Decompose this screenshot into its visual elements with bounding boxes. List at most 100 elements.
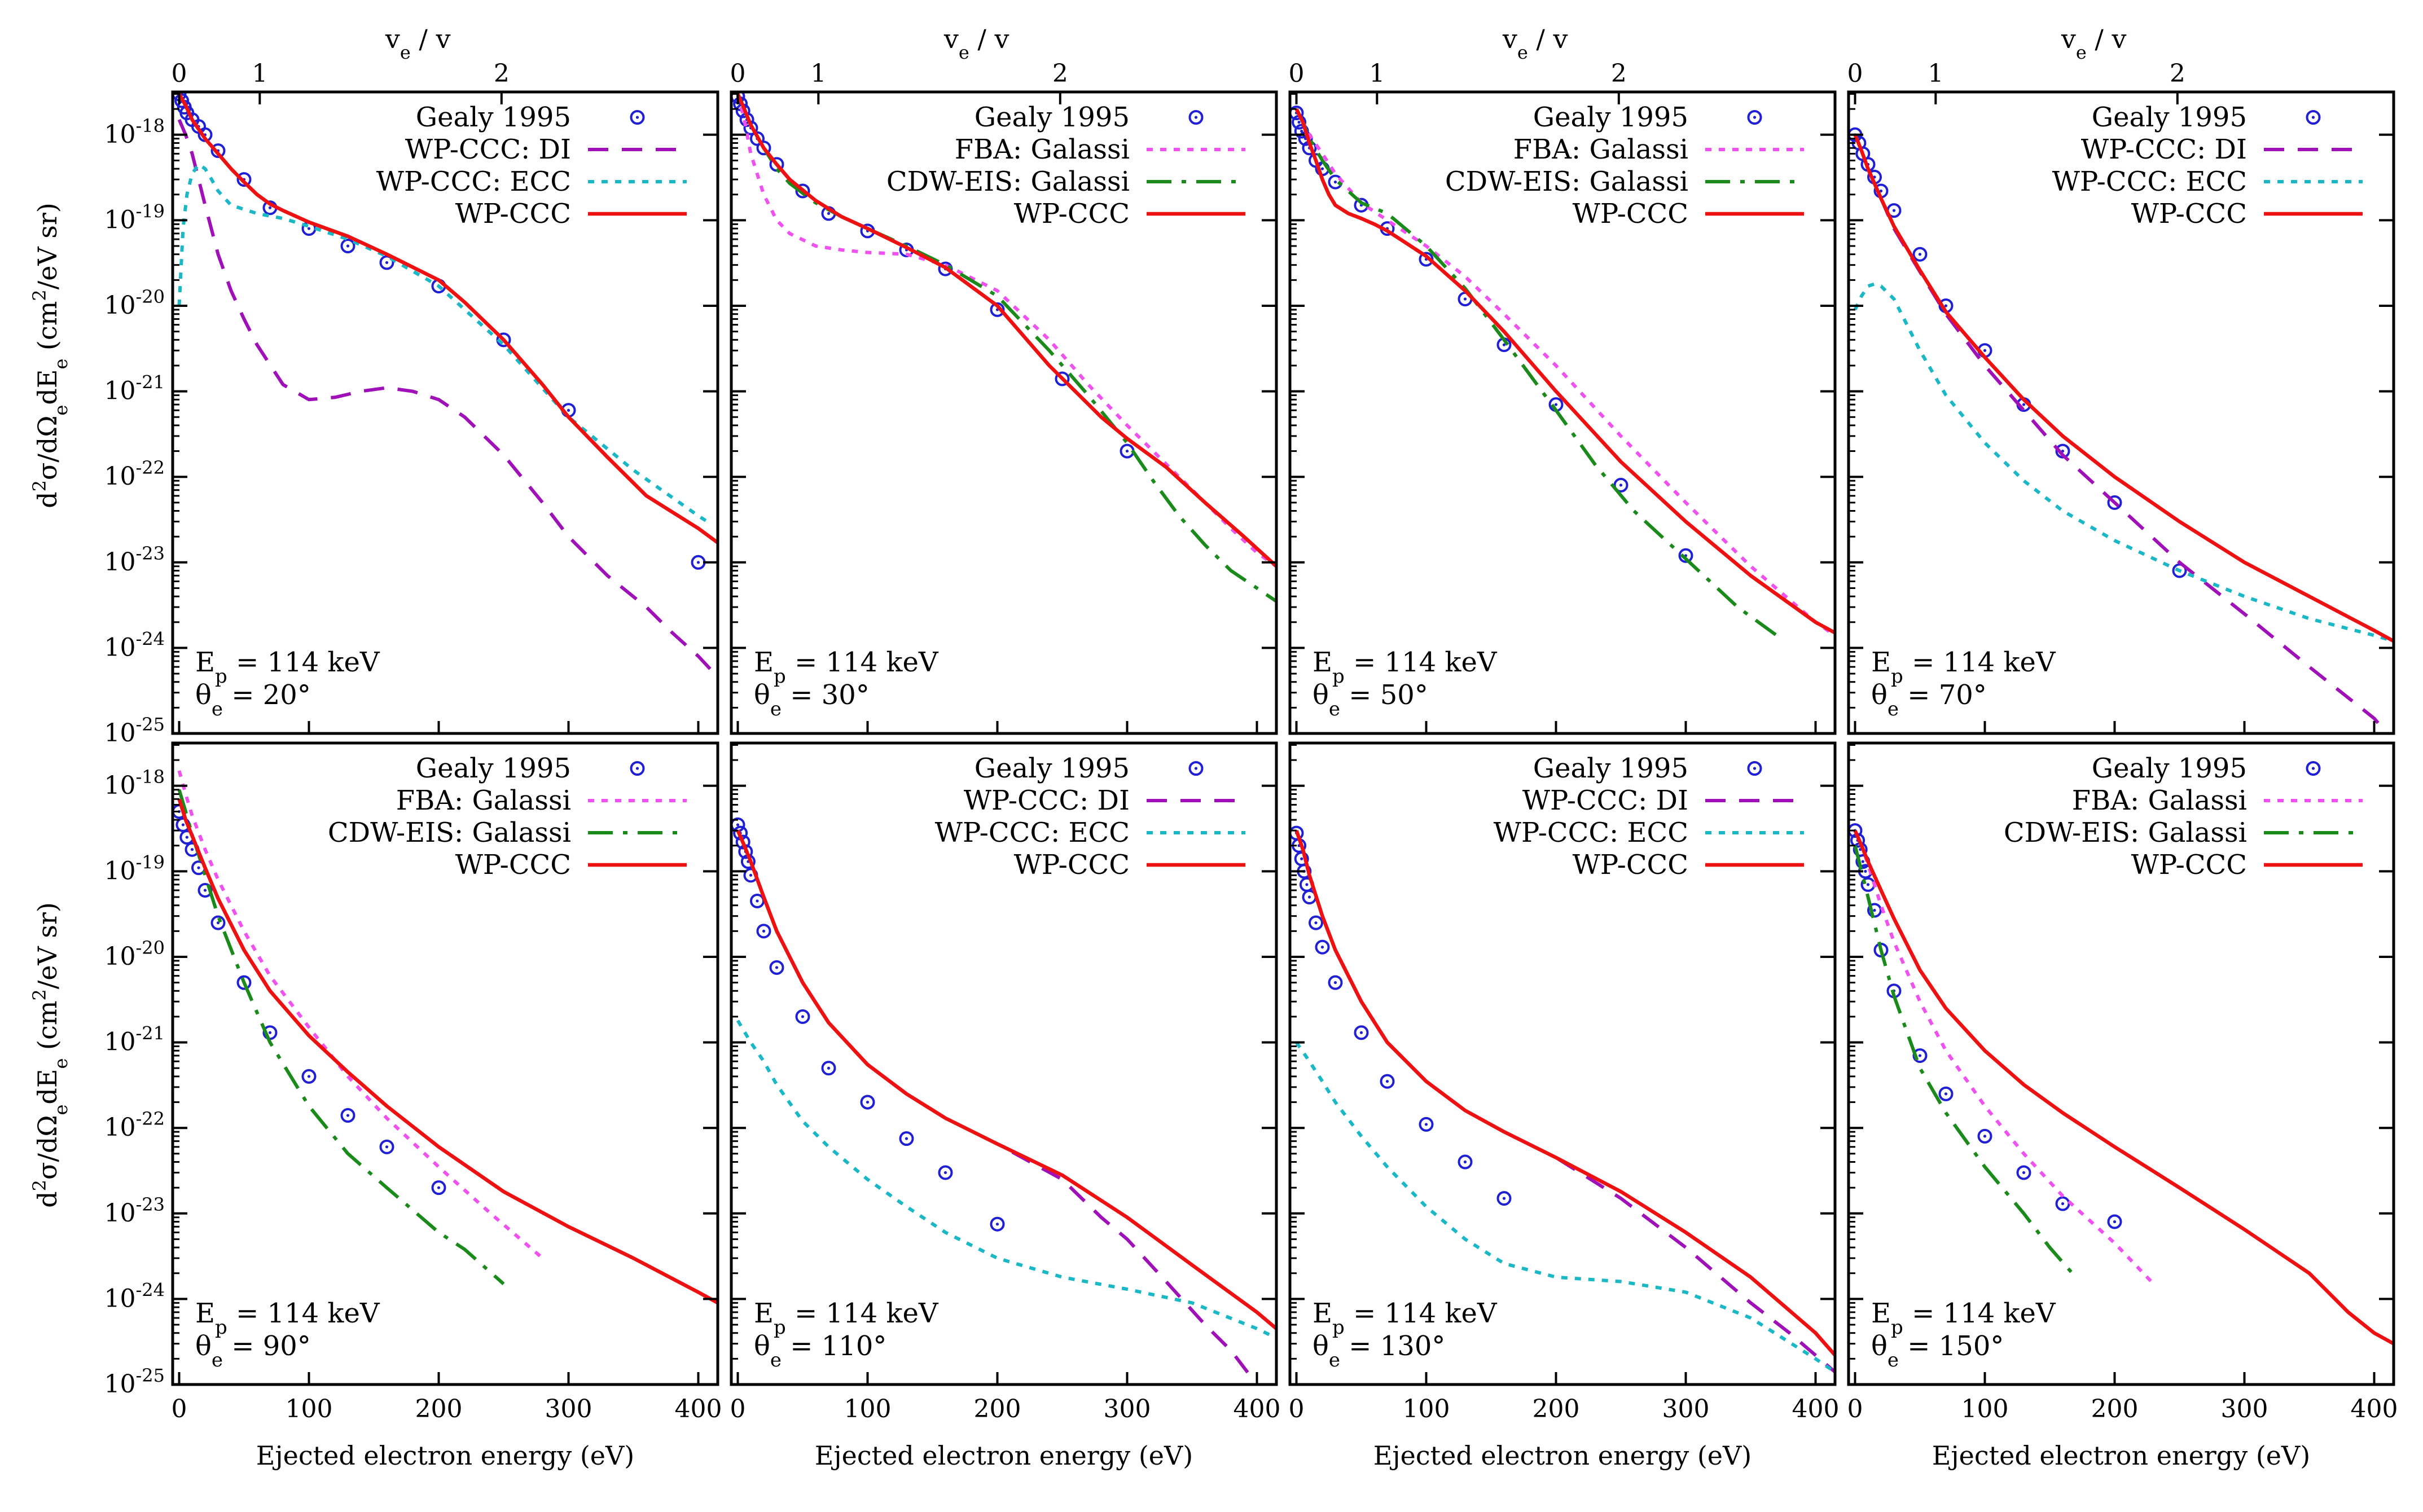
- y-tick-label: 10-19: [104, 200, 165, 234]
- angle-annotation: θe = 30°: [754, 679, 870, 720]
- series-line-fba: [736, 93, 1276, 568]
- series-group: [1290, 825, 1835, 1374]
- top-tick-label: 2: [1052, 59, 1068, 88]
- angle-value: 50°: [1380, 679, 1428, 711]
- legend-label-fba: FBA: Galassi: [396, 785, 571, 816]
- legend-label-ccc: WP-CCC: [1573, 198, 1688, 230]
- y-tick-label: 10-23: [104, 1194, 165, 1228]
- data-point: [1458, 1154, 1473, 1170]
- data-point-center: [1297, 121, 1301, 124]
- data-point-center: [905, 1137, 908, 1140]
- data-point-center: [190, 848, 194, 851]
- data-point-center: [346, 244, 350, 248]
- data-point: [899, 1131, 914, 1146]
- data-point: [1380, 1074, 1395, 1089]
- y-tick-label: 10-24: [104, 1279, 165, 1313]
- y-tick-label: 10-21: [104, 372, 165, 406]
- x-tick-label: 400: [2351, 1395, 2398, 1423]
- series-line-ccc: [177, 93, 718, 544]
- data-point: [236, 975, 252, 990]
- legend-label-ccc: WP-CCC: [2131, 198, 2247, 230]
- data-point-center: [775, 966, 779, 969]
- angle-annotation: θe = 90°: [195, 1330, 311, 1372]
- data-point: [2107, 495, 2122, 510]
- data-point-center: [1300, 857, 1303, 860]
- data-point-center: [1305, 883, 1309, 886]
- legend-label-ecc: WP-CCC: ECC: [2052, 166, 2247, 197]
- top-axis-v: v: [2061, 24, 2076, 54]
- data-point-center: [1918, 1054, 1922, 1057]
- top-tick-label: 1: [252, 59, 267, 88]
- data-point-center: [1944, 304, 1948, 307]
- angle-value: 30°: [822, 679, 870, 711]
- data-point: [2016, 1165, 2031, 1180]
- legend-label-exp: Gealy 1995: [416, 753, 571, 784]
- data-point-center: [943, 1171, 947, 1175]
- data-point-center: [307, 1075, 311, 1078]
- data-point: [1328, 975, 1343, 990]
- data-point: [1294, 124, 1309, 139]
- data-point-center: [2061, 1202, 2065, 1206]
- y-tick-exponent: -23: [135, 1194, 165, 1215]
- x-axis-title: Ejected electron energy (eV): [256, 1440, 634, 1471]
- data-point-center: [1300, 129, 1303, 133]
- top-axis-title: ve / v: [1502, 24, 1568, 63]
- series-group: [173, 92, 718, 671]
- legend-label-exp: Gealy 1995: [1533, 102, 1688, 133]
- data-point: [1419, 1117, 1434, 1132]
- top-axis-v: v: [943, 24, 959, 54]
- energy-annotation: Ep = 114 keV: [1871, 1298, 2056, 1339]
- y-tick-base: 10: [104, 856, 135, 885]
- energy-annotation: Ep = 114 keV: [754, 647, 939, 688]
- legend-label-fba: FBA: Galassi: [955, 134, 1130, 165]
- series-line-fba: [1294, 108, 1835, 637]
- data-point: [1613, 477, 1628, 493]
- data-point-center: [1502, 343, 1506, 346]
- data-point-center: [307, 227, 311, 230]
- series-group: [1849, 823, 2394, 1346]
- top-tick-label: 0: [1289, 59, 1305, 88]
- data-point: [1678, 548, 1693, 563]
- series-group: [731, 817, 1276, 1384]
- data-point-center: [827, 1066, 831, 1070]
- legend-marker-center: [1753, 767, 1757, 770]
- data-point-center: [762, 929, 766, 933]
- data-point: [795, 1009, 810, 1024]
- x-tick-label: 100: [286, 1395, 333, 1423]
- legend-marker-exp: [1188, 761, 1204, 776]
- data-point-center: [1502, 1197, 1506, 1200]
- data-point: [431, 1180, 446, 1195]
- legend-label-di: WP-CCC: DI: [1522, 785, 1688, 816]
- data-point-center: [1554, 403, 1558, 406]
- top-axis-v: v: [385, 24, 400, 54]
- top-axis-title: ve / v: [943, 24, 1009, 63]
- data-point-center: [346, 1114, 350, 1117]
- x-tick-label: 0: [1289, 1395, 1305, 1423]
- y-tick-label: 10-22: [104, 1108, 165, 1142]
- y-tick-label: 10-22: [104, 457, 165, 491]
- legend-marker-center: [2311, 116, 2315, 119]
- data-point: [735, 834, 750, 850]
- x-tick-label: 0: [1847, 1395, 1863, 1423]
- y-tick-exponent: -18: [135, 766, 165, 788]
- legend-marker-exp: [1747, 110, 1762, 125]
- top-tick-label: 1: [810, 59, 826, 88]
- y-tick-label: 10-18: [104, 766, 165, 800]
- angle-annotation: θe = 150°: [1871, 1330, 2004, 1372]
- data-point-center: [1463, 1160, 1467, 1164]
- x-tick-label: 400: [675, 1395, 722, 1423]
- y-tick-base: 10: [104, 1028, 135, 1057]
- data-point-center: [696, 561, 700, 564]
- y-tick-exponent: -24: [135, 1279, 165, 1300]
- data-point-center: [1861, 860, 1864, 863]
- x-tick-label: 200: [2091, 1395, 2139, 1423]
- legend-label-ecc: WP-CCC: ECC: [376, 166, 571, 197]
- x-axis-title: Ejected electron energy (eV): [1373, 1440, 1752, 1471]
- legend-marker-center: [2311, 767, 2315, 770]
- series-line-fba: [177, 770, 544, 1260]
- data-point: [821, 1061, 836, 1076]
